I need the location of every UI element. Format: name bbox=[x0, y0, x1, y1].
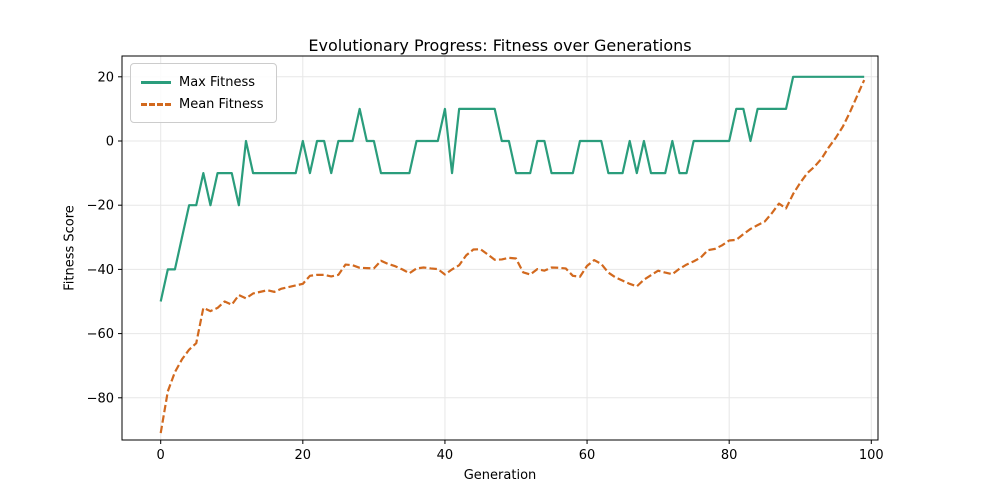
legend-item-max-fitness: Max Fitness bbox=[141, 71, 264, 93]
legend-label-max-fitness: Max Fitness bbox=[179, 74, 256, 90]
legend: Max Fitness Mean Fitness bbox=[130, 63, 277, 123]
y-tick-label: −80 bbox=[87, 391, 114, 406]
y-tick-label: −20 bbox=[87, 199, 114, 214]
y-tick-label: 0 bbox=[106, 135, 114, 150]
x-tick-label: 100 bbox=[859, 448, 884, 463]
y-axis-label: Fitness Score bbox=[62, 205, 78, 291]
legend-item-mean-fitness: Mean Fitness bbox=[141, 93, 264, 115]
mean-fitness-line bbox=[159, 79, 866, 434]
chart-title: Evolutionary Progress: Fitness over Gene… bbox=[308, 36, 692, 55]
x-axis-label: Generation bbox=[463, 468, 537, 483]
max-fitness-line-swatch bbox=[141, 80, 171, 84]
y-tick-label: −60 bbox=[87, 327, 114, 342]
y-tick-label: −40 bbox=[87, 263, 114, 278]
x-tick-label: 0 bbox=[157, 448, 165, 463]
x-tick-label: 80 bbox=[721, 448, 738, 463]
mean-fitness-line-swatch bbox=[141, 102, 171, 106]
x-tick-label: 40 bbox=[437, 448, 454, 463]
max-fitness-line bbox=[159, 75, 865, 302]
x-tick-label: 60 bbox=[579, 448, 596, 463]
x-tick-label: 20 bbox=[295, 448, 312, 463]
y-tick-label: 20 bbox=[97, 70, 114, 85]
legend-label-mean-fitness: Mean Fitness bbox=[179, 96, 264, 112]
